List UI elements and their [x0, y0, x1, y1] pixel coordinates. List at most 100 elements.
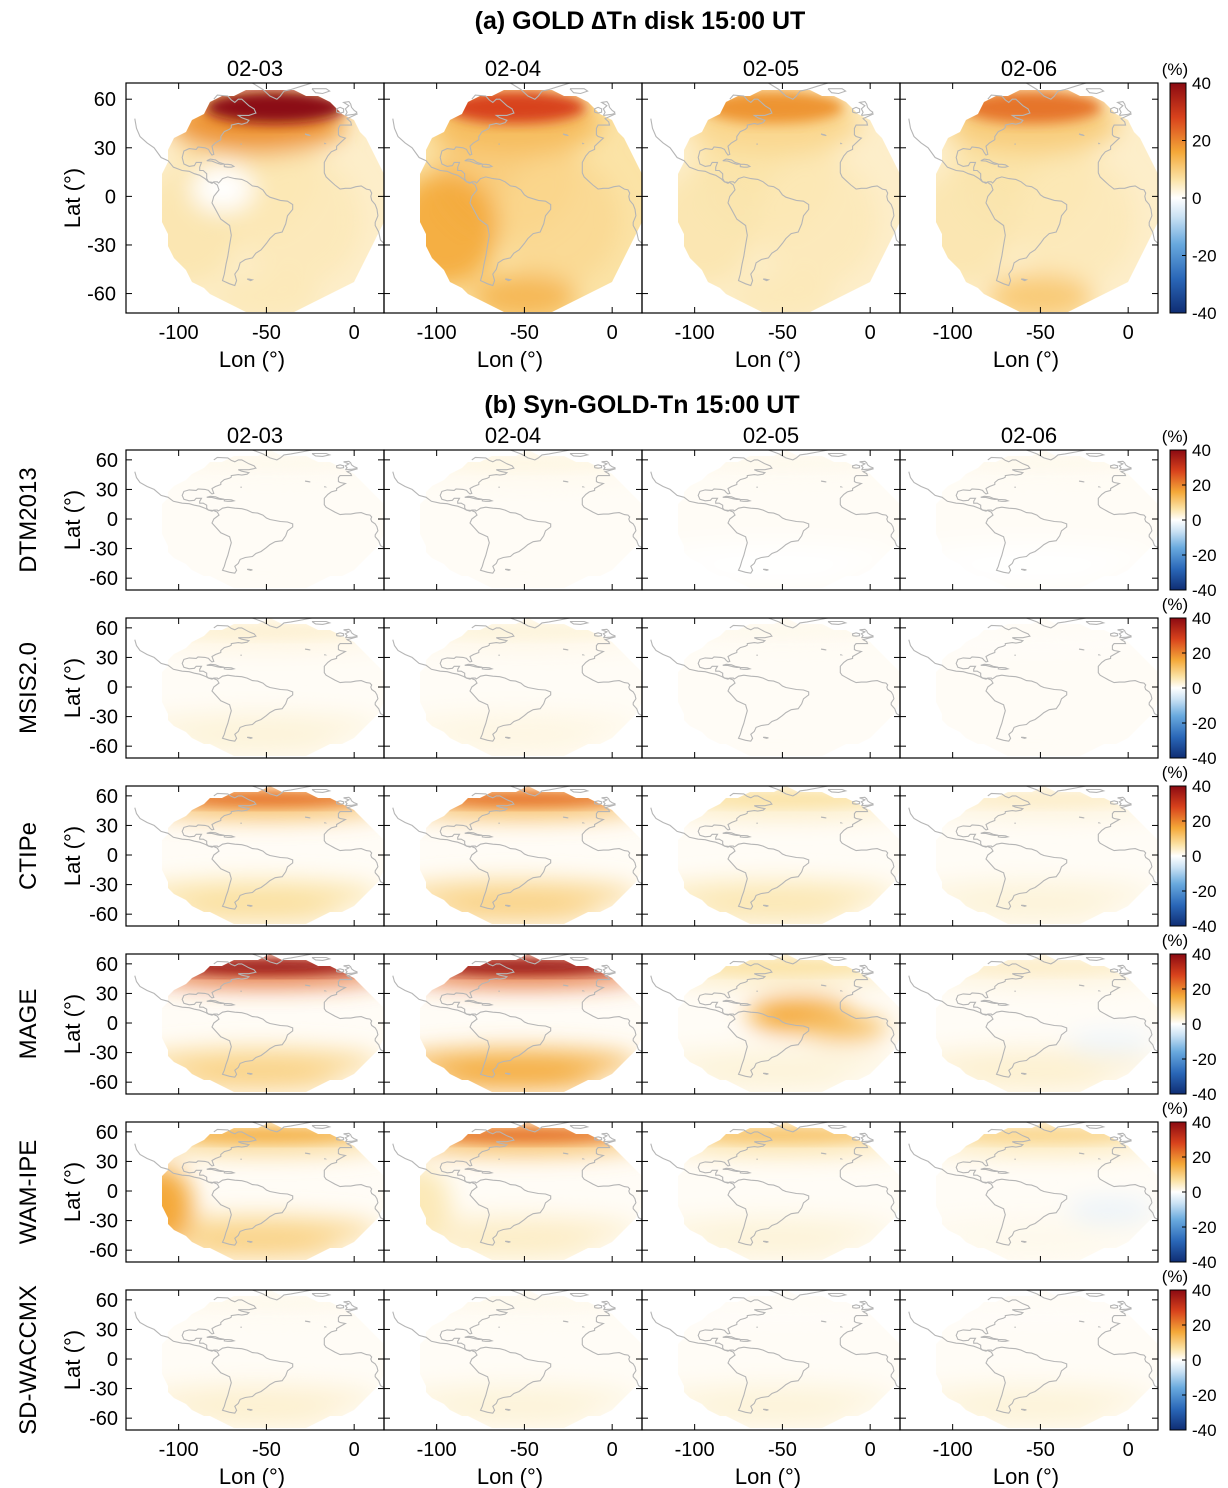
field-blob	[678, 880, 897, 909]
panel-date-a: 02-03	[227, 56, 283, 81]
field-blob	[427, 570, 604, 587]
coastline	[820, 1320, 827, 1323]
coastline	[739, 1002, 752, 1006]
field-blob	[685, 570, 862, 587]
y-axis-label: Lat (°)	[60, 490, 85, 550]
field-b1-1	[420, 618, 642, 756]
coastline	[1020, 1072, 1027, 1075]
field-blob	[427, 906, 604, 923]
coastline	[134, 471, 294, 574]
panel-a0	[125, 82, 385, 314]
coastline	[562, 816, 569, 819]
colorbar-tick-label: 0	[1192, 1015, 1201, 1034]
x-tick-label: -100	[417, 322, 457, 344]
coastline	[859, 964, 874, 975]
coastline	[650, 1143, 810, 1246]
coastline	[594, 968, 603, 973]
coastline	[739, 666, 752, 670]
coastline	[323, 804, 384, 890]
y-tick-label: 60	[96, 786, 118, 808]
x-tick-label: 0	[349, 322, 360, 344]
colorbar-tick-label: 20	[1192, 476, 1211, 495]
field-core-blob	[703, 91, 844, 124]
coastline	[1078, 984, 1085, 987]
coastline	[594, 1304, 603, 1309]
coastline	[839, 804, 900, 890]
panel-date-b: 02-06	[1001, 423, 1057, 448]
field-blob	[1066, 1198, 1155, 1223]
colorbar-tick-label: -40	[1192, 1085, 1217, 1104]
colorbar-tick-label: 20	[1192, 812, 1211, 831]
panel-date-a: 02-04	[485, 56, 541, 81]
colorbar-tick-label: 20	[1192, 980, 1211, 999]
coastline	[697, 624, 773, 679]
x-tick-label: -100	[933, 1439, 973, 1461]
coastline	[982, 509, 994, 512]
coastline	[997, 666, 1010, 670]
field-b3-3	[936, 954, 1158, 1092]
y-tick-label: -60	[89, 736, 118, 758]
model-label: MAGE	[15, 989, 42, 1060]
coastline	[650, 471, 810, 574]
x-tick-label: -50	[1026, 322, 1055, 344]
coastline	[650, 807, 810, 910]
field-core	[445, 91, 586, 124]
coastline	[1026, 1122, 1087, 1133]
coastline	[1020, 1408, 1027, 1411]
y-tick-label: 30	[96, 1319, 118, 1341]
coastline	[504, 736, 511, 739]
field-blob	[756, 155, 879, 286]
coastline	[1098, 821, 1102, 824]
panel-b1-2	[641, 617, 901, 759]
coastline	[510, 954, 571, 965]
coastline	[311, 620, 332, 625]
coastline	[582, 821, 586, 824]
coastline	[840, 1325, 844, 1328]
coastline	[439, 624, 515, 679]
coastline	[466, 677, 478, 680]
coastline	[223, 498, 236, 502]
field-blob	[420, 544, 639, 573]
coastline	[510, 618, 571, 629]
coastline	[311, 1124, 332, 1129]
coastline	[1098, 653, 1102, 656]
field-blob	[420, 1384, 639, 1413]
field-blob	[943, 906, 1120, 923]
coastline	[839, 1140, 900, 1226]
coastline	[466, 1013, 478, 1016]
y-tick-label: -30	[87, 235, 116, 257]
coastline	[762, 736, 769, 739]
coastline	[510, 450, 571, 461]
panel-b3-3	[899, 953, 1159, 1095]
field-blob	[420, 1166, 451, 1246]
coastline	[466, 1181, 478, 1184]
coastline	[601, 964, 616, 975]
coastline	[252, 954, 313, 965]
coastline	[1117, 964, 1132, 975]
coastline	[820, 648, 827, 651]
field-b3-2	[678, 954, 900, 1092]
field-a1	[420, 90, 642, 312]
coastline	[1097, 972, 1158, 1058]
coastline	[1116, 101, 1132, 116]
y-tick-label: 60	[96, 450, 118, 472]
coastline	[581, 972, 642, 1058]
field-b2-2	[678, 786, 900, 924]
coastline	[343, 460, 358, 471]
field-b3-1	[420, 954, 642, 1092]
coastline	[839, 113, 900, 254]
x-tick-label: 0	[865, 1439, 876, 1461]
coastline	[439, 94, 515, 183]
coastline	[562, 480, 569, 483]
coastline	[392, 1311, 552, 1414]
coastline	[324, 821, 328, 824]
coastline	[1117, 796, 1132, 807]
colorbar-unit: (%)	[1162, 763, 1188, 782]
field-a2	[678, 90, 900, 312]
coastline	[650, 118, 810, 287]
field-blob	[169, 570, 346, 587]
field-b4-3	[936, 1122, 1158, 1260]
coastline	[208, 1349, 220, 1352]
coastline	[1078, 816, 1085, 819]
panel-b4-2	[641, 1121, 901, 1263]
